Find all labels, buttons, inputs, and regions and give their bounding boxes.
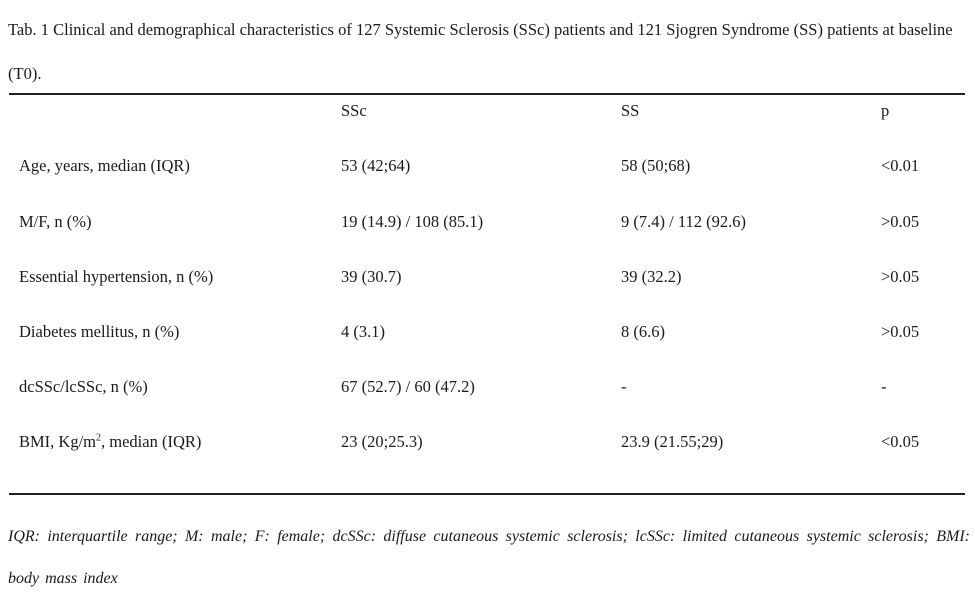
row-label-superscript: 2 bbox=[96, 432, 102, 444]
p-value: <0.05 bbox=[881, 432, 920, 451]
ssc-value: 4 (3.1) bbox=[341, 322, 385, 341]
ss-value: 8 (6.6) bbox=[621, 322, 665, 341]
table-row-sex: M/F, n (%) 19 (14.9) / 108 (85.1) 9 (7.4… bbox=[0, 212, 975, 236]
ss-value: 58 (50;68) bbox=[621, 156, 691, 175]
table-caption: Tab. 1 Clinical and demographical charac… bbox=[8, 20, 953, 83]
ss-value: 9 (7.4) / 112 (92.6) bbox=[621, 212, 746, 231]
table-footnote: IQR: interquartile range; M: male; F: fe… bbox=[8, 528, 970, 587]
ssc-value: 23 (20;25.3) bbox=[341, 432, 423, 451]
ssc-value: 53 (42;64) bbox=[341, 156, 411, 175]
row-label: BMI, Kg/m2, median (IQR) bbox=[19, 432, 201, 452]
row-label: Age, years, median (IQR) bbox=[19, 156, 190, 175]
header-p: p bbox=[881, 101, 890, 120]
table-row-bmi: BMI, Kg/m2, median (IQR) 23 (20;25.3) 23… bbox=[0, 432, 975, 456]
ssc-value: 67 (52.7) / 60 (47.2) bbox=[341, 377, 475, 396]
header-ssc: SSc bbox=[341, 101, 367, 120]
row-label-suffix: , median (IQR) bbox=[101, 432, 202, 451]
p-value: >0.05 bbox=[881, 322, 920, 341]
p-value: >0.05 bbox=[881, 267, 920, 286]
table-header-row: SSc SS p bbox=[0, 101, 975, 125]
ss-value: - bbox=[621, 377, 627, 396]
table-top-rule bbox=[9, 93, 965, 95]
row-label: Essential hypertension, n (%) bbox=[19, 267, 214, 286]
ssc-value: 39 (30.7) bbox=[341, 267, 402, 286]
ss-value: 39 (32.2) bbox=[621, 267, 682, 286]
ssc-value: 19 (14.9) / 108 (85.1) bbox=[341, 212, 484, 231]
p-value: - bbox=[881, 377, 887, 396]
p-value: <0.01 bbox=[881, 156, 920, 175]
table-row-hypertension: Essential hypertension, n (%) 39 (30.7) … bbox=[0, 267, 975, 291]
row-label: M/F, n (%) bbox=[19, 212, 92, 231]
row-label: Diabetes mellitus, n (%) bbox=[19, 322, 180, 341]
table-row-subtype: dcSSc/lcSSc, n (%) 67 (52.7) / 60 (47.2)… bbox=[0, 377, 975, 401]
ss-value: 23.9 (21.55;29) bbox=[621, 432, 724, 451]
table-row-age: Age, years, median (IQR) 53 (42;64) 58 (… bbox=[0, 156, 975, 180]
row-label: dcSSc/lcSSc, n (%) bbox=[19, 377, 148, 396]
header-ss: SS bbox=[621, 101, 640, 120]
table-row-diabetes: Diabetes mellitus, n (%) 4 (3.1) 8 (6.6)… bbox=[0, 322, 975, 346]
table-bottom-rule bbox=[9, 493, 965, 495]
p-value: >0.05 bbox=[881, 212, 920, 231]
row-label-text: BMI, Kg/m bbox=[19, 432, 97, 451]
